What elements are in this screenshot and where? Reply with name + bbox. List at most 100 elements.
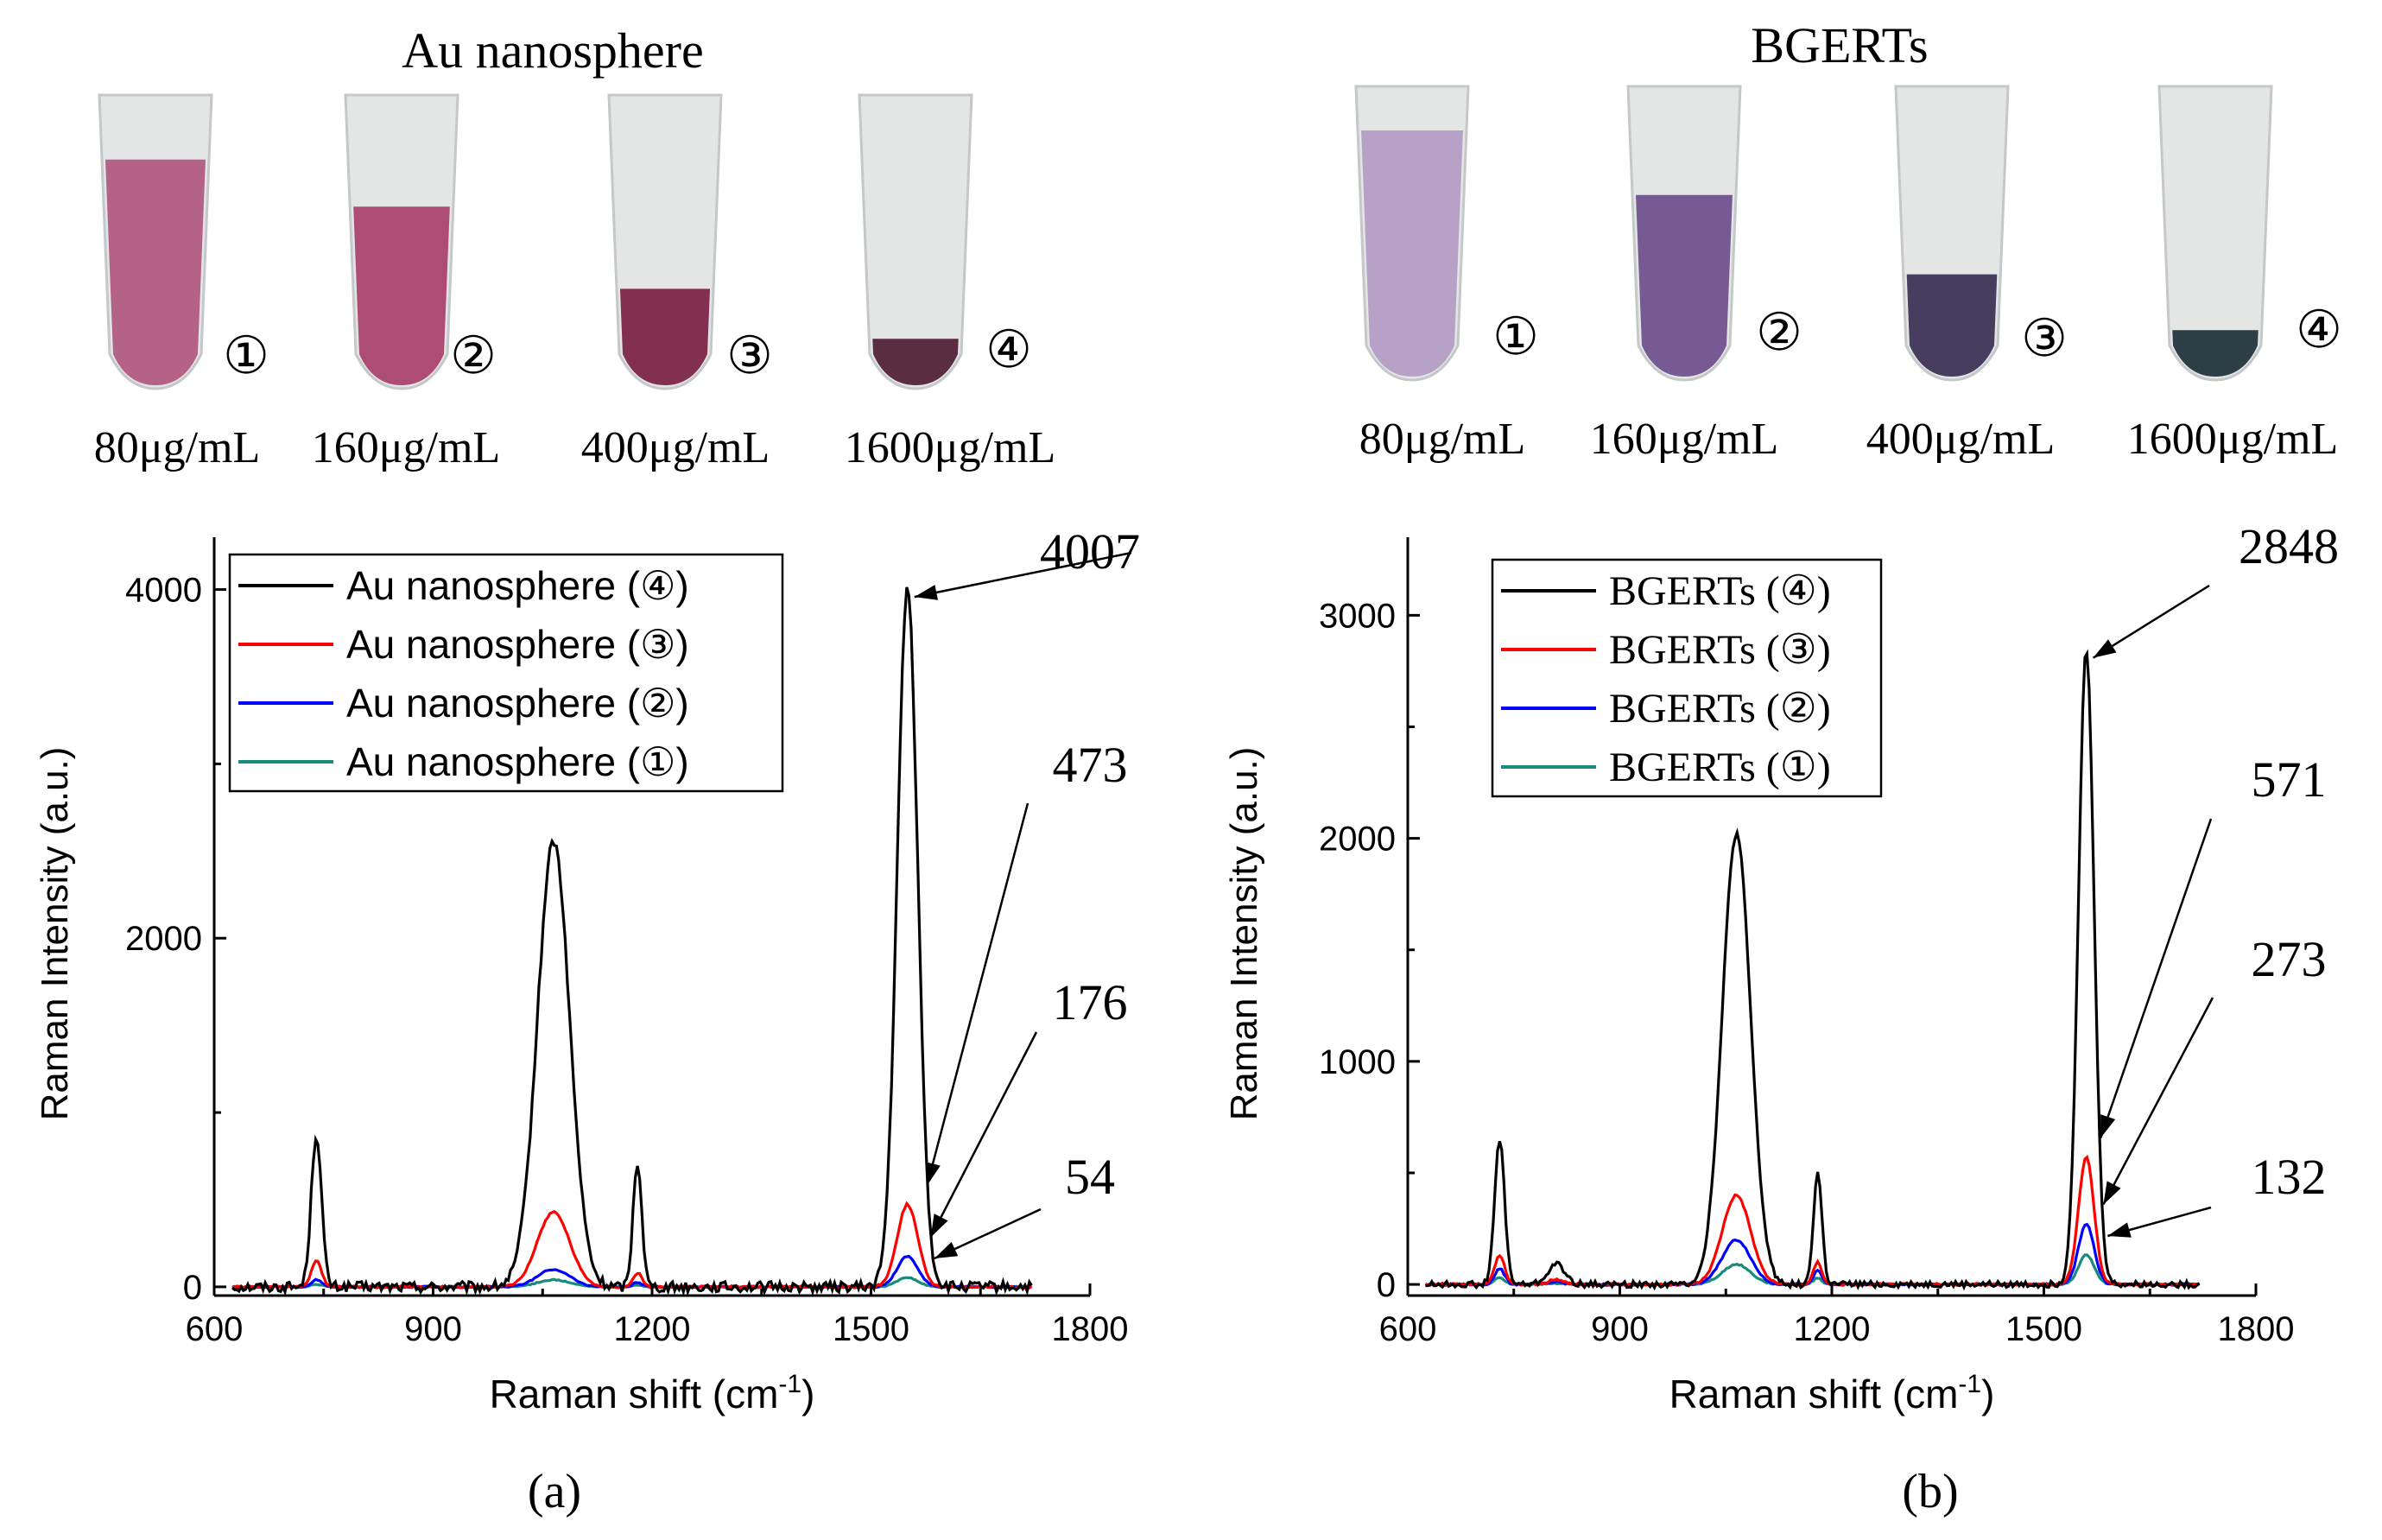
y-axis-label: Raman Intensity (a.u.) bbox=[1223, 747, 1265, 1121]
x-axis-label-end: ) bbox=[801, 1372, 814, 1416]
photo-title-a: Au nanosphere bbox=[402, 22, 704, 79]
x-axis-label-sup: -1 bbox=[778, 1370, 801, 1398]
tube-a-4-body bbox=[858, 93, 973, 390]
series-line-2 bbox=[1424, 1154, 2201, 1288]
tube-b-2-label: 160μg/mL bbox=[1590, 415, 1779, 464]
tube-a-4: ④ bbox=[858, 93, 1032, 390]
annotation-arrow-head bbox=[934, 1241, 959, 1259]
tube-b-3-marker: ③ bbox=[2021, 309, 2068, 367]
y-tick-label: 2000 bbox=[125, 920, 202, 958]
x-tick-label: 600 bbox=[1379, 1310, 1437, 1348]
tube-a-1-label: 80μg/mL bbox=[94, 423, 261, 472]
peak-annotation-1: 2848 bbox=[2239, 518, 2339, 574]
tube-a-1-liquid bbox=[105, 159, 206, 386]
tube-a-3-liquid bbox=[619, 288, 711, 385]
annotation-arrow-head bbox=[925, 1162, 941, 1186]
legend-entry-3: BGERTs (②) bbox=[1609, 686, 1831, 732]
legend: Au nanosphere (④) Au nanosphere (③) Au nan… bbox=[228, 553, 784, 793]
tube-b-4-liquid bbox=[2172, 330, 2258, 377]
y-tick-label: 3000 bbox=[1319, 597, 1396, 635]
legend-entry-2: Au nanosphere (③) bbox=[346, 622, 689, 667]
x-tick-label: 1800 bbox=[1052, 1310, 1129, 1348]
tube-b-1-liquid bbox=[1361, 130, 1463, 377]
peak-annotation-3: 273 bbox=[2252, 931, 2327, 987]
tube-a-4-label: 1600μg/mL bbox=[845, 423, 1056, 472]
tube-b-2-marker: ② bbox=[1756, 303, 1802, 361]
annotation-arrow-head bbox=[2100, 1114, 2116, 1138]
tube-b-4-marker: ④ bbox=[2296, 301, 2342, 358]
annotation-arrow-head bbox=[2107, 1222, 2132, 1238]
tube-b-2: ② bbox=[1626, 85, 1802, 382]
peak-annotation-4: 54 bbox=[1065, 1149, 1115, 1205]
y-tick-label: 2000 bbox=[1319, 821, 1396, 859]
tube-b-3-label: 400μg/mL bbox=[1866, 415, 2056, 464]
tube-b-4-body bbox=[2157, 85, 2273, 382]
peak-annotation-1: 4007 bbox=[1040, 523, 1140, 580]
tube-a-3-marker: ③ bbox=[726, 326, 773, 384]
legend: BGERTs (④) BGERTs (③) BGERTs (②) BGERTs (①) bbox=[1491, 558, 1883, 798]
raman-chart-a: 600 900 1200 1500 1800 0 2000 4000 Raman shift (… bbox=[34, 523, 1140, 1416]
tube-b-1-marker: ① bbox=[1492, 307, 1539, 365]
x-tick-label: 1200 bbox=[614, 1310, 691, 1348]
annotation-arrow-head bbox=[930, 1214, 948, 1238]
tube-b-1-label: 80μg/mL bbox=[1359, 415, 1526, 464]
tube-a-2-liquid bbox=[353, 206, 450, 385]
x-tick-label: 1500 bbox=[2005, 1310, 2082, 1348]
raman-chart-b: 600 900 1200 1500 1800 0 1000 2000 3000 Raman shi… bbox=[1223, 518, 2339, 1416]
x-axis-label-end: ) bbox=[1981, 1372, 1994, 1416]
x-tick-label: 1800 bbox=[2218, 1310, 2295, 1348]
tube-a-1-marker: ① bbox=[223, 326, 269, 384]
annotation-arrow-line bbox=[914, 551, 1132, 599]
photo-title-b: BGERTs bbox=[1751, 17, 1928, 73]
y-tick-label: 1000 bbox=[1319, 1043, 1396, 1081]
annotation-arrow-line bbox=[2099, 818, 2213, 1139]
tube-b-1: ① bbox=[1354, 85, 1539, 382]
tube-a-3-label: 400μg/mL bbox=[581, 423, 770, 472]
x-tick-label: 600 bbox=[186, 1310, 244, 1348]
x-axis-label-main: Raman shift (cm bbox=[490, 1372, 779, 1416]
tube-a-4-marker: ④ bbox=[985, 320, 1032, 378]
annotation-arrow-line bbox=[2092, 584, 2210, 659]
legend-box bbox=[1491, 558, 1883, 798]
annotation-arrow-head bbox=[2103, 1181, 2121, 1205]
legend-entry-1: BGERTs (④) bbox=[1609, 568, 1831, 614]
x-axis-label: Raman shift (cm-1) bbox=[490, 1370, 815, 1416]
annotation-arrow-head bbox=[2093, 639, 2117, 658]
annotation-arrow-line bbox=[926, 802, 1029, 1186]
photo-panel-a: Au nanosphere ① ② ③ ④ 80μg/mL 160μg/mL 4… bbox=[94, 22, 1056, 472]
series-line-1 bbox=[231, 586, 1033, 1296]
peak-annotation-2: 473 bbox=[1053, 737, 1128, 793]
y-tick-label: 4000 bbox=[125, 572, 202, 610]
tube-b-4: ④ bbox=[2157, 85, 2342, 382]
tube-a-3: ③ bbox=[607, 93, 773, 390]
chart-b-caption: (b) bbox=[1902, 1465, 1958, 1518]
x-axis-label: Raman shift (cm-1) bbox=[1669, 1370, 1995, 1416]
chart-a-caption: (a) bbox=[528, 1465, 581, 1518]
tube-a-1: ① bbox=[98, 93, 269, 390]
series-line-3 bbox=[1424, 1222, 2201, 1287]
annotation-arrow-line bbox=[2102, 997, 2214, 1206]
x-axis-label-main: Raman shift (cm bbox=[1669, 1372, 1959, 1416]
series-line-1 bbox=[1425, 649, 2201, 1291]
x-tick-label: 1200 bbox=[1794, 1310, 1871, 1348]
x-tick-label: 900 bbox=[1591, 1310, 1649, 1348]
peak-annotation-2: 571 bbox=[2252, 751, 2327, 808]
tube-b-3-liquid bbox=[1906, 274, 1998, 377]
y-axis-label: Raman Intensity (a.u.) bbox=[34, 747, 76, 1121]
tube-a-2-label: 160μg/mL bbox=[312, 423, 501, 472]
y-tick-label: 0 bbox=[183, 1269, 202, 1307]
tube-b-4-label: 1600μg/mL bbox=[2127, 415, 2339, 464]
legend-entry-4: BGERTs (①) bbox=[1609, 745, 1831, 790]
legend-entry-1: Au nanosphere (④) bbox=[346, 563, 689, 608]
y-tick-label: 0 bbox=[1377, 1266, 1396, 1304]
x-axis-label-sup: -1 bbox=[1958, 1370, 1981, 1398]
tube-a-2: ② bbox=[344, 93, 497, 390]
tube-a-2-marker: ② bbox=[450, 326, 497, 384]
legend-entry-4: Au nanosphere (①) bbox=[346, 739, 689, 784]
x-tick-label: 1500 bbox=[833, 1310, 909, 1348]
legend-box bbox=[228, 553, 784, 793]
tube-b-2-liquid bbox=[1636, 194, 1733, 377]
peak-annotation-4: 132 bbox=[2252, 1149, 2327, 1205]
annotation-arrow-head bbox=[914, 585, 939, 600]
